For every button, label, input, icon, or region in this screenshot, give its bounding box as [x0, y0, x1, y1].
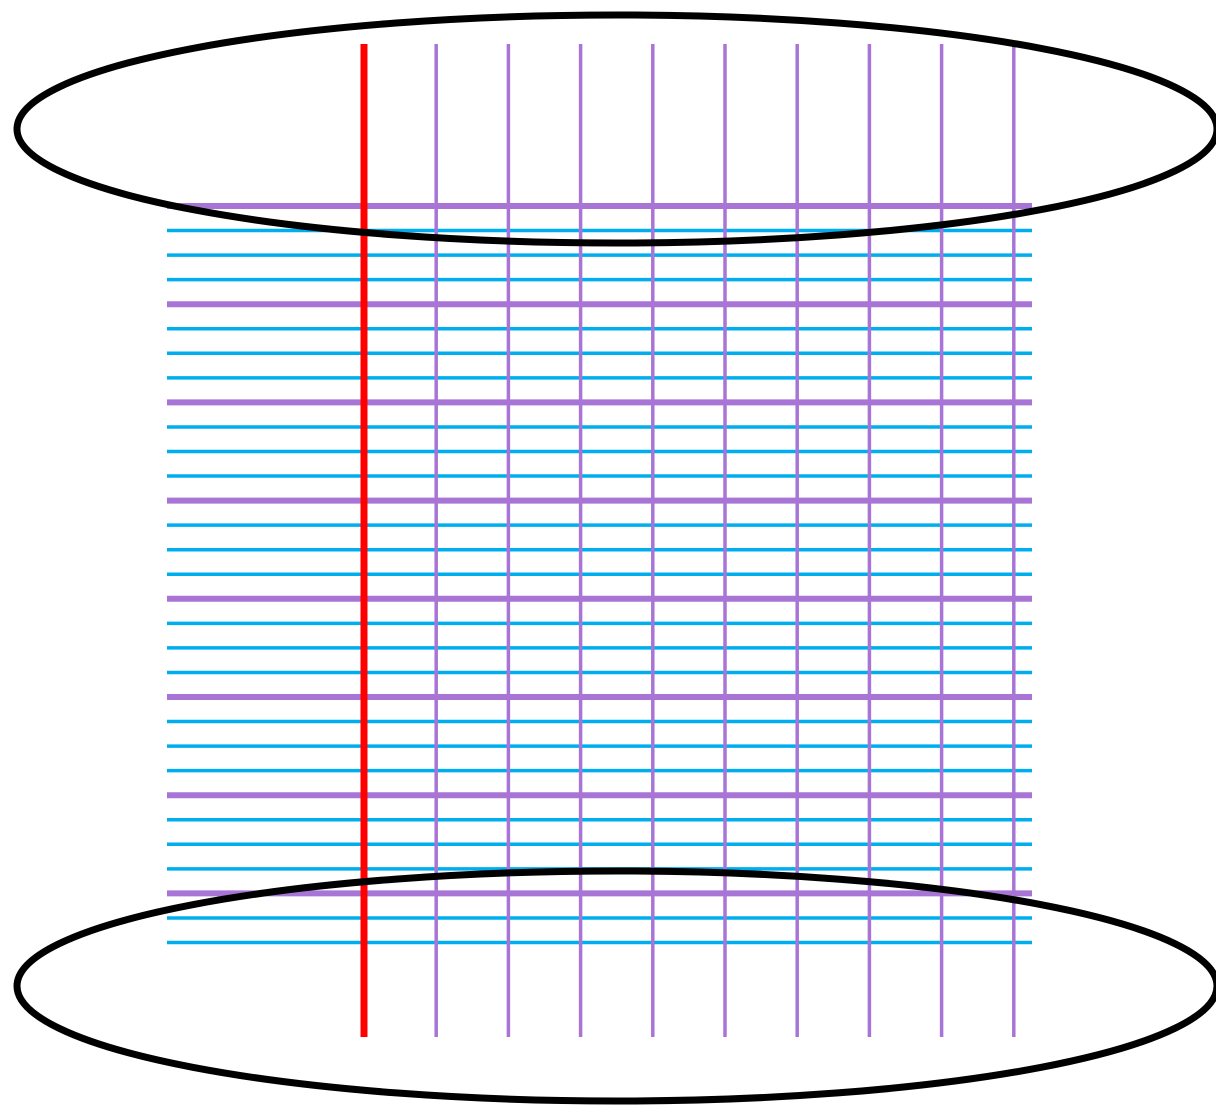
top-ellipse — [13, 11, 1216, 247]
bottom-ellipse — [13, 867, 1216, 1105]
horizontal-lines-group — [167, 203, 1032, 945]
